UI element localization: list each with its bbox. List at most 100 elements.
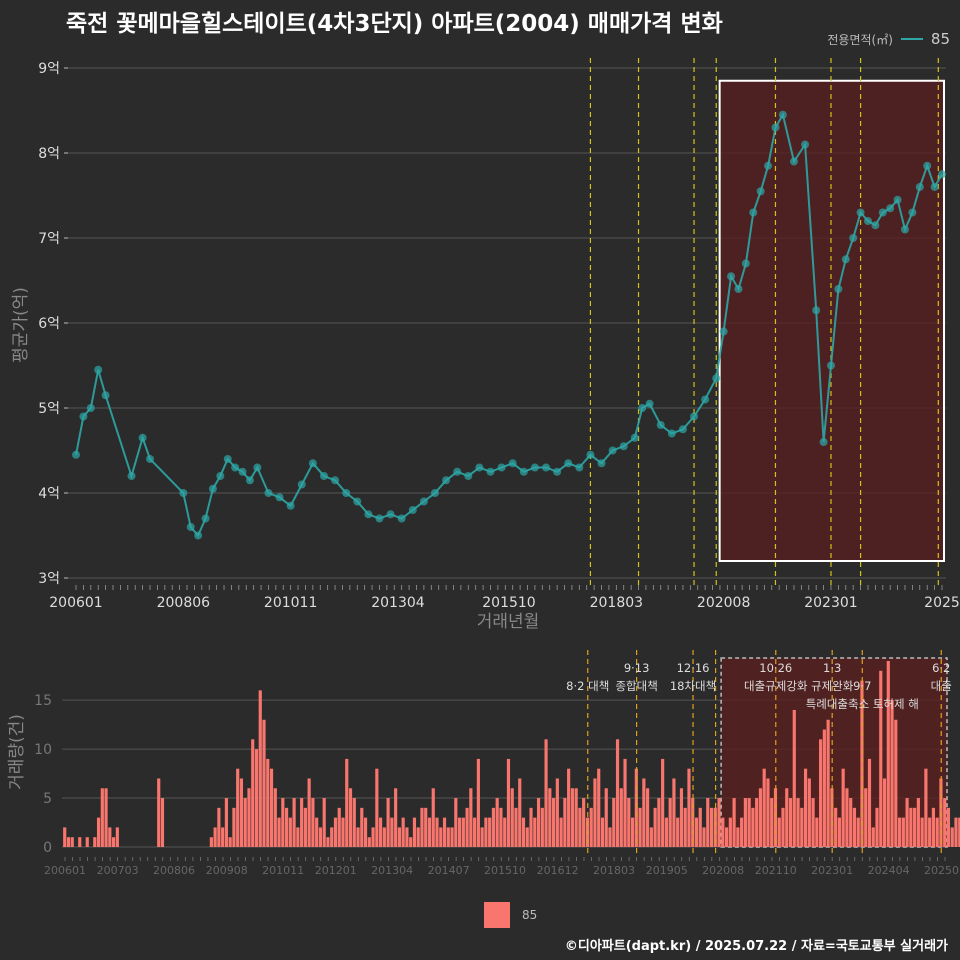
price-y-tick-label: 7억: [38, 231, 60, 247]
volume-bar: [499, 807, 503, 847]
price-x-axis-label: 거래년월: [477, 612, 540, 632]
volume-bar: [770, 798, 774, 847]
volume-bar: [758, 788, 763, 847]
policy-annotation: 10·26: [759, 661, 792, 675]
price-point: [893, 195, 902, 204]
price-x-tick-label: 200601: [49, 595, 102, 611]
volume-bar: [371, 827, 375, 847]
volume-bar: [356, 827, 360, 847]
volume-bar: [928, 817, 932, 847]
price-y-tick-label: 8억: [38, 146, 60, 162]
volume-bar: [657, 798, 661, 847]
volume-bar: [108, 827, 112, 847]
volume-bar: [544, 739, 548, 847]
price-point: [667, 429, 676, 438]
price-point: [419, 497, 428, 506]
volume-x-tick-label: 201011: [262, 864, 304, 877]
volume-bar: [702, 827, 706, 847]
volume-bar: [427, 817, 432, 847]
policy-annotation: 규제완화: [811, 679, 854, 693]
volume-bar: [85, 837, 89, 847]
policy-annotation: 18차대책: [670, 679, 716, 693]
volume-bar: [830, 788, 834, 847]
price-point: [201, 514, 210, 523]
volume-bar: [879, 670, 883, 847]
volume-bar: [217, 807, 221, 847]
volume-bar: [954, 817, 958, 847]
volume-bar: [243, 798, 247, 847]
volume-bar: [807, 778, 811, 847]
price-x-tick-label: 200806: [157, 595, 211, 611]
volume-bar: [570, 788, 574, 847]
volume-bar: [924, 768, 928, 847]
volume-bar: [424, 807, 428, 847]
volume-bar: [958, 817, 960, 847]
price-point: [856, 208, 865, 217]
price-point: [819, 438, 828, 446]
volume-bar: [465, 807, 469, 847]
volume-bar: [348, 788, 353, 847]
price-point: [656, 421, 665, 429]
volume-chart: 0 5 10 15 8·2 대책 9·13 종합대책 12·16 18차대책 10·26 대출규제강…: [7, 650, 960, 877]
price-point: [238, 467, 247, 476]
volume-bar: [856, 817, 860, 847]
volume-bar: [379, 817, 383, 847]
price-point: [264, 489, 273, 497]
volume-bar: [262, 719, 266, 847]
price-y-tick-label: 9억: [38, 61, 60, 77]
price-x-tick-label: 201510: [482, 595, 535, 611]
volume-bar: [303, 807, 307, 847]
volume-bar: [646, 788, 650, 847]
price-highlight-box: [718, 79, 946, 562]
price-point: [497, 463, 506, 472]
volume-bar: [713, 807, 717, 847]
price-point: [101, 391, 110, 400]
volume-bar: [819, 739, 823, 847]
price-point: [915, 183, 924, 191]
volume-bar: [394, 788, 398, 847]
volume-bar: [882, 778, 887, 847]
price-y-axis-label: 평균가(억): [11, 287, 31, 363]
price-point: [597, 459, 606, 468]
price-point: [353, 497, 362, 506]
price-y-tick-label: 3억: [38, 571, 60, 587]
volume-bar: [322, 798, 326, 847]
volume-bar: [491, 807, 496, 847]
price-point: [871, 221, 880, 230]
policy-annotation: 대출규제강화: [744, 679, 808, 693]
volume-bar: [112, 837, 116, 847]
volume-bar: [78, 837, 82, 847]
volume-bar: [330, 827, 334, 847]
volume-bar: [638, 807, 642, 847]
volume-x-tick-label: 200806: [153, 864, 195, 877]
price-point: [364, 510, 373, 519]
volume-bar: [318, 827, 323, 847]
price-x-tick-label: 2025: [924, 595, 960, 611]
volume-bar: [416, 827, 420, 847]
volume-bar: [751, 807, 755, 847]
volume-bar: [315, 817, 319, 847]
volume-bar: [630, 817, 635, 847]
volume-bar: [845, 788, 849, 847]
price-point: [619, 442, 628, 451]
price-point: [878, 208, 887, 217]
volume-bar: [894, 719, 898, 847]
price-point: [375, 514, 384, 523]
volume-bar: [552, 798, 556, 847]
volume-bar: [661, 758, 665, 847]
price-point: [678, 425, 687, 434]
volume-bar: [442, 817, 447, 847]
price-point: [186, 523, 195, 531]
volume-bar: [860, 680, 864, 847]
volume-bar: [717, 798, 721, 847]
price-point: [194, 531, 203, 540]
volume-bar: [852, 807, 857, 847]
volume-bar: [897, 817, 902, 847]
price-x-tick-label: 202008: [697, 595, 750, 611]
volume-bar: [555, 778, 559, 847]
volume-x-tick-label: 201407: [428, 864, 470, 877]
volume-bar: [96, 817, 101, 847]
volume-bar: [623, 758, 627, 847]
legend-line-swatch: [900, 38, 923, 40]
volume-bar: [488, 817, 492, 847]
